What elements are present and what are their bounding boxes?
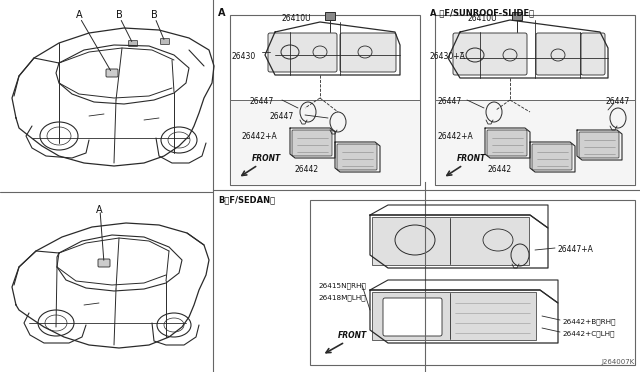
Bar — [435, 15, 635, 185]
Text: B〈F/SEDAN〉: B〈F/SEDAN〉 — [218, 195, 275, 204]
FancyBboxPatch shape — [292, 130, 332, 156]
Text: A: A — [218, 8, 225, 18]
Text: 26442: 26442 — [488, 165, 512, 174]
FancyBboxPatch shape — [383, 298, 442, 336]
FancyBboxPatch shape — [453, 33, 527, 75]
FancyBboxPatch shape — [581, 33, 605, 75]
Text: J264007K: J264007K — [602, 359, 635, 365]
Text: 26442: 26442 — [295, 165, 319, 174]
FancyBboxPatch shape — [129, 41, 138, 46]
Text: 26430+A: 26430+A — [430, 52, 466, 61]
Text: 26442+A: 26442+A — [438, 132, 474, 141]
Text: FRONT: FRONT — [457, 154, 486, 163]
Text: A 〈F/SUNROOF-SLIDE〉: A 〈F/SUNROOF-SLIDE〉 — [430, 8, 534, 17]
Text: 26442+C〈LH〉: 26442+C〈LH〉 — [562, 330, 614, 337]
Text: 26418M〈LH〉: 26418M〈LH〉 — [318, 294, 365, 301]
Bar — [230, 15, 420, 185]
Text: 26410U: 26410U — [468, 14, 498, 23]
Text: 26442+A: 26442+A — [242, 132, 278, 141]
FancyBboxPatch shape — [579, 132, 619, 158]
Bar — [310, 200, 635, 365]
FancyBboxPatch shape — [512, 12, 522, 20]
Text: 26447: 26447 — [438, 97, 462, 106]
FancyBboxPatch shape — [98, 259, 110, 267]
Text: FRONT: FRONT — [252, 154, 281, 163]
Text: 26442+B〈RH〉: 26442+B〈RH〉 — [562, 318, 616, 325]
FancyBboxPatch shape — [106, 69, 118, 77]
Text: B: B — [116, 10, 123, 20]
Text: 26447: 26447 — [270, 112, 294, 121]
Text: 26415N〈RH〉: 26415N〈RH〉 — [318, 282, 366, 289]
Text: FRONT: FRONT — [338, 331, 367, 340]
FancyBboxPatch shape — [372, 217, 529, 265]
Text: 26447: 26447 — [249, 97, 273, 106]
Bar — [230, 100, 420, 185]
FancyBboxPatch shape — [372, 292, 536, 340]
Text: 26430: 26430 — [232, 52, 256, 61]
FancyBboxPatch shape — [536, 33, 582, 75]
Bar — [435, 100, 635, 185]
Text: 26447: 26447 — [606, 97, 630, 106]
Text: 26447+A: 26447+A — [558, 245, 594, 254]
Text: A: A — [96, 205, 102, 215]
Text: 26410U: 26410U — [282, 14, 312, 23]
FancyBboxPatch shape — [337, 144, 377, 170]
FancyBboxPatch shape — [532, 144, 572, 170]
FancyBboxPatch shape — [487, 130, 527, 156]
FancyBboxPatch shape — [161, 38, 170, 45]
FancyBboxPatch shape — [325, 12, 335, 20]
FancyBboxPatch shape — [268, 33, 337, 72]
Text: A: A — [76, 10, 83, 20]
Text: B: B — [151, 10, 157, 20]
FancyBboxPatch shape — [340, 33, 396, 72]
